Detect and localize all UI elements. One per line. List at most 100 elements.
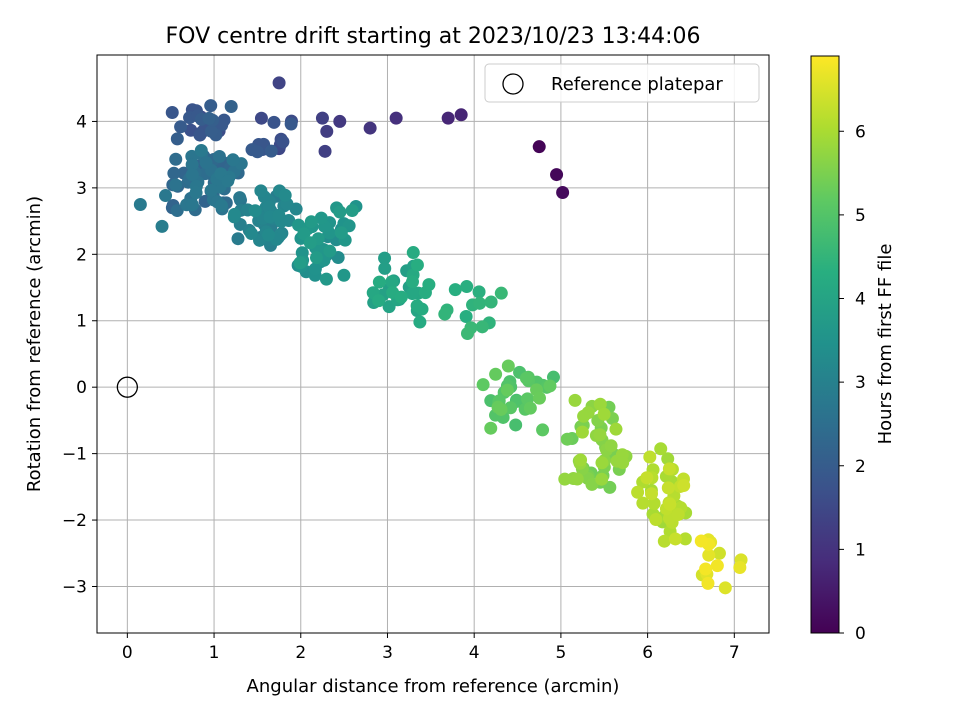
scatter-point [199, 156, 213, 170]
scatter-point [405, 275, 419, 289]
scatter-point [264, 144, 278, 158]
colorbar-tick-label: 2 [855, 457, 866, 477]
x-tick-label: 1 [209, 643, 220, 663]
scatter-point [454, 108, 468, 122]
scatter-point [710, 559, 724, 573]
scatter-point [657, 534, 671, 548]
scatter-point [640, 471, 654, 485]
scatter-point [320, 124, 334, 138]
scatter-point [278, 188, 292, 202]
scatter-point [543, 379, 557, 393]
scatter-point [550, 168, 564, 182]
scatter-point [663, 497, 677, 511]
scatter-point [597, 407, 611, 421]
colorbar-ticks: 0 1 2 3 4 5 6 [839, 122, 866, 644]
scatter-point [319, 272, 333, 286]
scatter-point [226, 153, 240, 167]
scatter-point [272, 208, 286, 222]
scatter-point [558, 472, 572, 486]
scatter-point [441, 111, 455, 125]
scatter-point [473, 296, 487, 310]
scatter-point [159, 189, 173, 203]
scatter-point [308, 262, 322, 276]
x-axis-ticks: 0 1 2 3 4 5 6 7 [122, 633, 740, 663]
scatter-point [345, 204, 359, 218]
scatter-point [170, 204, 184, 218]
colorbar-tick-label: 5 [855, 206, 866, 226]
scatter-point [194, 143, 208, 157]
scatter-point [654, 442, 668, 456]
scatter-point [509, 418, 523, 432]
scatter-point [372, 294, 386, 308]
scatter-point [616, 456, 630, 470]
scatter-point [189, 186, 203, 200]
scatter-point [174, 120, 188, 134]
scatter-point [568, 393, 582, 407]
scatter-point [244, 226, 258, 240]
scatter-point [577, 409, 591, 423]
scatter-point [661, 481, 675, 495]
x-tick-label: 3 [382, 643, 393, 663]
scatter-point [394, 290, 408, 304]
scatter-point [560, 432, 574, 446]
scatter-point [295, 246, 309, 260]
scatter-point [460, 280, 474, 294]
scatter-point [643, 450, 657, 464]
scatter-point [484, 421, 498, 435]
x-tick-label: 5 [555, 643, 566, 663]
scatter-point [212, 149, 226, 163]
scatter-point [585, 477, 599, 491]
y-tick-label: −3 [62, 577, 87, 597]
y-tick-label: 2 [76, 245, 87, 265]
scatter-point [701, 576, 715, 590]
scatter-point [405, 287, 419, 301]
scatter-point [595, 456, 609, 470]
scatter-point [385, 275, 399, 289]
scatter-point [165, 106, 179, 120]
scatter-point [133, 197, 147, 211]
scatter-point [595, 472, 609, 486]
scatter-point [501, 359, 515, 373]
reference-platepar-marker [116, 376, 138, 398]
scatter-point [448, 283, 462, 297]
scatter-point [204, 124, 218, 138]
scatter-point [323, 244, 337, 258]
scatter-point [333, 205, 347, 219]
scatter-point [671, 507, 685, 521]
scatter-point [718, 581, 732, 595]
scatter-point [167, 166, 181, 180]
colorbar-label: Hours from first FF file [875, 244, 896, 445]
colorbar-gradient [810, 55, 840, 634]
scatter-point [677, 478, 691, 492]
scatter-point [519, 371, 533, 385]
y-tick-label: 4 [76, 112, 87, 132]
scatter-point [438, 307, 452, 321]
scatter-point [169, 178, 183, 192]
scatter-point [631, 485, 645, 499]
scatter-point [185, 198, 199, 212]
scatter-point [668, 532, 682, 546]
scatter-point [574, 453, 588, 467]
scatter-point [214, 199, 228, 213]
scatter-point [532, 391, 546, 405]
scatter-point [459, 309, 473, 323]
grid-lines [97, 55, 769, 633]
scatter-point [410, 299, 424, 313]
scatter-point [475, 320, 489, 334]
scatter-point [204, 183, 218, 197]
scatter-point [333, 114, 347, 128]
scatter-point [170, 132, 184, 146]
scatter-point [733, 560, 747, 574]
y-tick-label: 1 [76, 312, 87, 332]
y-axis-label: Rotation from reference (arcmin) [24, 196, 45, 492]
scatter-point [460, 327, 474, 341]
scatter-point [413, 315, 427, 329]
scatter-point [570, 472, 584, 486]
colorbar-tick-label: 3 [855, 373, 866, 393]
legend-reference-label: Reference platepar [551, 74, 723, 95]
scatter-point [536, 423, 550, 437]
scatter-point [202, 111, 216, 125]
scatter-point [304, 215, 318, 229]
scatter-point [297, 227, 311, 241]
scatter-point [372, 275, 386, 289]
